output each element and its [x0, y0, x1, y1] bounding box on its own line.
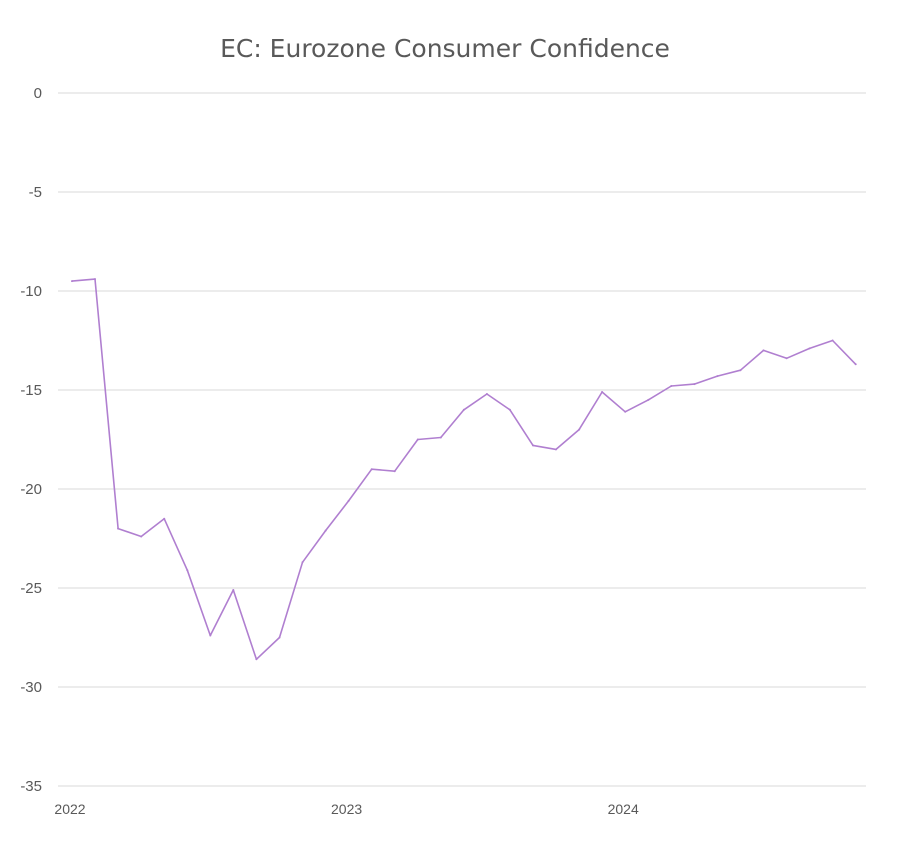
data-point [647, 398, 650, 401]
data-point [532, 444, 534, 447]
data-point [71, 280, 73, 283]
data-point [831, 339, 834, 342]
data-point [439, 436, 442, 439]
data-point [785, 357, 788, 360]
y-tick-label: -20 [20, 481, 42, 498]
data-point [278, 636, 281, 639]
data-point [485, 393, 488, 395]
data-point [762, 349, 765, 352]
y-tick-label: -35 [20, 778, 42, 795]
data-point [255, 658, 258, 661]
data-point [94, 278, 96, 281]
data-point [393, 470, 396, 473]
y-axis-ticks: 0 -5 -10 -15 -20 -25 -30 -35 [20, 85, 42, 795]
data-point [578, 428, 581, 431]
x-axis-ticks: 2022 2023 2024 [54, 801, 639, 817]
gridlines [58, 92, 866, 787]
data-point [670, 385, 673, 387]
data-point [601, 391, 604, 393]
data-point [163, 517, 166, 520]
data-point [808, 347, 811, 350]
y-tick-label: -5 [29, 184, 42, 201]
data-point [186, 569, 189, 572]
data-point [624, 410, 627, 413]
data-point [854, 363, 857, 366]
y-tick-label: 0 [34, 85, 42, 102]
series-layer [71, 278, 857, 661]
data-point [508, 408, 511, 411]
data-point [324, 529, 327, 532]
chart-title: EC: Eurozone Consumer Confidence [220, 34, 670, 63]
y-tick-label: -15 [20, 382, 42, 399]
data-point [209, 634, 212, 637]
data-point [416, 438, 419, 441]
y-tick-label: -25 [20, 580, 42, 597]
data-point [555, 448, 557, 451]
x-tick-label: 2024 [608, 801, 639, 817]
x-tick-label: 2023 [331, 801, 362, 817]
data-point [739, 369, 742, 372]
data-point [347, 499, 350, 502]
data-point [370, 468, 373, 471]
x-tick-label: 2022 [54, 801, 85, 817]
data-point [232, 589, 235, 591]
data-point [301, 561, 304, 564]
data-point [140, 535, 143, 538]
series-line [71, 278, 857, 661]
data-point [462, 408, 465, 411]
data-point [716, 375, 719, 378]
y-tick-label: -10 [20, 283, 42, 300]
data-point [693, 383, 696, 386]
data-point [117, 527, 120, 530]
y-tick-label: -30 [20, 679, 42, 696]
